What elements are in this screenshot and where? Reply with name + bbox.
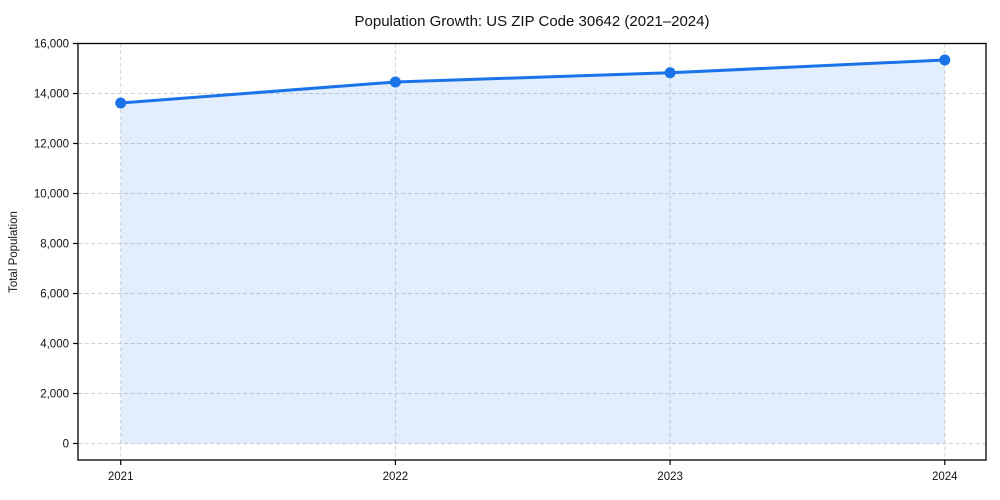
plot-border <box>77 42 987 461</box>
data-point-2022 <box>389 76 401 88</box>
trend-line <box>119 58 947 105</box>
axis-tick-labels-group: 0 2,000 4,000 6,000 8,000 10,000 12,000 14,000 1… <box>34 38 958 483</box>
data-point-2021 <box>115 97 127 109</box>
area-fill-group <box>120 60 945 444</box>
x-tick-label: 2023 <box>657 471 683 483</box>
y-tick-label: 2,000 <box>40 388 69 400</box>
trend-line-group <box>119 58 947 105</box>
y-axis-label: Total Population <box>8 211 20 293</box>
area-fill <box>120 60 945 444</box>
y-tick-label: 6,000 <box>40 288 69 300</box>
x-tick-label: 2022 <box>383 471 409 483</box>
y-tick-label: 4,000 <box>40 338 69 350</box>
data-point-2023 <box>664 67 676 79</box>
y-tick-label: 16,000 <box>34 38 69 50</box>
data-point-2024 <box>939 54 951 66</box>
gridlines <box>78 43 986 460</box>
chart-title: Population Growth: US ZIP Code 30642 (20… <box>355 13 710 30</box>
y-tick-label: 8,000 <box>40 238 69 250</box>
x-tick-label: 2021 <box>108 471 134 483</box>
y-tick-label: 12,000 <box>34 138 69 150</box>
y-tick-label: 10,000 <box>34 188 69 200</box>
x-tick-label: 2024 <box>932 471 958 483</box>
y-tick-label: 0 <box>63 438 69 450</box>
axis-ticks-group <box>73 42 946 465</box>
data-points-group <box>115 54 951 109</box>
y-tick-label: 14,000 <box>34 88 69 100</box>
